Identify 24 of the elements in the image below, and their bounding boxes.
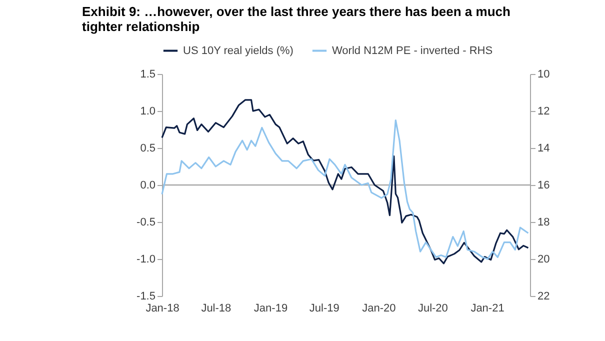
y-tick-label: 1.0 [140,106,156,118]
chart-title: Exhibit 9: …however, over the last three years there has been a much tighter relationship [82,4,510,34]
y2-tick-label: 14 [538,142,550,154]
x-tick-label: Jan-21 [470,302,504,314]
x-tick-label: Jan-18 [146,302,180,314]
y-tick-label: -0.5 [136,216,156,228]
x-tick-label: Jan-20 [362,302,396,314]
x-tick-label: Jul-18 [201,302,232,314]
y-tick-label: -1.0 [136,254,156,266]
legend-label: World N12M PE - inverted - RHS [332,44,493,57]
y2-tick-label: 12 [538,106,550,118]
x-tick-label: Jul-19 [309,302,340,314]
y2-tick-label: 22 [538,290,550,302]
x-tick-label: Jan-19 [254,302,288,314]
y-tick-label: 0.0 [140,180,156,192]
y2-tick-label: 10 [538,68,550,80]
y2-tick-label: 18 [538,216,550,228]
x-tick-label: Jul-20 [418,302,448,314]
y2-tick-label: 16 [538,180,550,192]
y-tick-label: 1.5 [140,68,156,80]
y-tick-label: -1.5 [136,290,156,302]
legend-label: US 10Y real yields (%) [183,44,294,57]
y2-tick-label: 20 [538,254,550,266]
y-tick-label: 0.5 [140,142,156,154]
